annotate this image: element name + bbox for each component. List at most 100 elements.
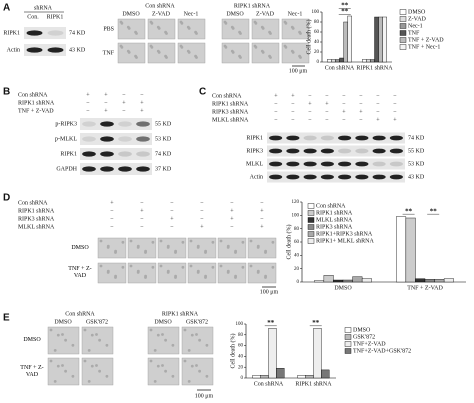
micrograph	[281, 18, 310, 40]
y-tick-label: 20	[314, 50, 320, 55]
x-tick-label: RIPK1 shRNA	[356, 65, 393, 71]
bar	[374, 16, 379, 63]
cell	[231, 51, 235, 54]
size-label: 55 KD	[408, 148, 425, 154]
legend-swatch	[307, 231, 315, 237]
row-label: MLKL shRNA	[18, 224, 55, 230]
legend-label: MLKL shRNA	[316, 217, 353, 223]
sign: +	[308, 101, 312, 107]
row-label: RIPK3 shRNA	[212, 109, 249, 115]
sign: +	[260, 224, 264, 230]
cell	[234, 251, 237, 254]
bar	[378, 16, 383, 63]
sign: +	[170, 216, 174, 222]
sign: +	[325, 101, 329, 107]
sign: +	[86, 92, 90, 98]
size-label: 53 KD	[155, 136, 172, 142]
micrograph	[127, 262, 157, 284]
band	[303, 161, 317, 167]
cell	[149, 359, 153, 363]
legend-swatch	[307, 210, 315, 216]
cell	[264, 276, 267, 279]
row-label: RIPK1 shRNA	[212, 101, 249, 107]
sign: −	[86, 100, 90, 106]
cell	[159, 264, 163, 268]
cell	[261, 51, 265, 54]
cell	[144, 276, 147, 279]
legend-label: TNF+Z-VAD+GSK'872	[353, 348, 411, 354]
cell	[120, 21, 124, 25]
x-tick-label: Con shRNA	[254, 381, 284, 387]
band	[389, 174, 403, 180]
sign: −	[393, 93, 397, 99]
sign: −	[291, 117, 295, 123]
cell	[61, 333, 64, 336]
band	[355, 148, 369, 154]
bar	[443, 278, 454, 283]
micrograph	[117, 42, 146, 64]
cell	[174, 251, 177, 254]
legend-label: TNF + Z-VAD	[408, 37, 444, 43]
legend-swatch	[307, 224, 315, 230]
cell	[256, 271, 260, 274]
cell	[149, 328, 153, 332]
legend-label: RIPK1+RIPK3 shRNA	[316, 231, 373, 237]
cell	[271, 265, 275, 269]
y-tick-label: 80	[314, 20, 320, 25]
x-tick-label: TNF + Z-VAD	[407, 285, 443, 291]
bar	[415, 278, 426, 283]
bar	[434, 279, 445, 283]
cell	[187, 349, 191, 352]
cell	[226, 271, 230, 274]
band	[338, 135, 352, 141]
size-label: 55 KD	[155, 121, 172, 127]
significance: **	[430, 207, 438, 215]
sign: −	[260, 216, 264, 222]
bar	[335, 59, 340, 63]
sign: −	[325, 109, 329, 115]
band	[118, 136, 132, 142]
band	[389, 135, 403, 141]
cell	[114, 276, 117, 279]
cell	[219, 264, 223, 268]
y-tick-label: 0	[317, 60, 320, 65]
band	[269, 161, 283, 167]
micrograph	[97, 237, 127, 259]
cell	[98, 338, 101, 342]
size-label: 74 KD	[69, 30, 86, 36]
cell	[121, 265, 125, 269]
blot	[267, 171, 405, 183]
cell	[171, 343, 175, 347]
cell	[129, 264, 133, 268]
band	[320, 135, 334, 141]
blot	[267, 158, 405, 170]
blot-label: Actin	[7, 47, 20, 53]
cell	[204, 251, 207, 254]
significance: **	[267, 319, 275, 327]
bar	[352, 276, 363, 283]
cell	[90, 333, 94, 337]
y-tick-label: 120	[292, 200, 300, 205]
cell	[166, 271, 170, 274]
row-label: RIPK1 shRNA	[18, 208, 55, 214]
micrograph	[177, 42, 206, 64]
y-tick-label: 100	[312, 10, 320, 15]
bar	[347, 15, 352, 63]
cell	[189, 264, 193, 268]
cell	[150, 21, 154, 25]
legend-label: TNF+Z-VAD	[353, 341, 386, 347]
legend-swatch	[399, 37, 407, 43]
micrograph	[147, 42, 176, 64]
sign: −	[140, 224, 144, 230]
column-label: DMSO	[154, 319, 172, 325]
blot	[80, 133, 152, 145]
blot-label: MLKL	[246, 161, 263, 167]
group-header: Con shRNA	[145, 3, 175, 9]
micrograph	[127, 237, 157, 259]
cell	[198, 338, 202, 342]
row-label: Con shRNA	[212, 93, 242, 99]
bar	[396, 216, 407, 283]
cell	[195, 32, 198, 35]
band	[303, 135, 317, 141]
